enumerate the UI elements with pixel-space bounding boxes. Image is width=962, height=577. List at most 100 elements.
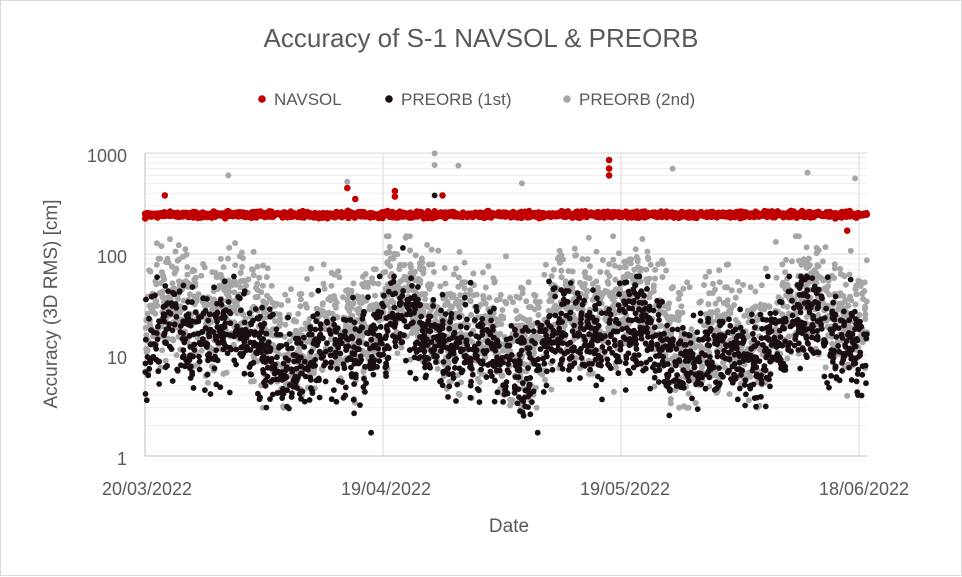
y-tick-1000: 1000 bbox=[87, 146, 127, 166]
preorb-1st-point bbox=[167, 344, 173, 350]
preorb-1st-point bbox=[328, 346, 334, 352]
preorb-1st-point bbox=[754, 395, 760, 401]
preorb-1st-point bbox=[624, 279, 630, 285]
preorb-1st-point bbox=[473, 333, 479, 339]
preorb-1st-point bbox=[836, 325, 842, 331]
preorb-1st-point bbox=[381, 293, 387, 299]
preorb-1st-point bbox=[668, 368, 674, 374]
preorb-2nd-point bbox=[485, 263, 491, 269]
preorb-2nd-point bbox=[713, 301, 719, 307]
preorb-2nd-point bbox=[669, 314, 675, 320]
preorb-1st-point bbox=[740, 329, 746, 335]
preorb-2nd-point bbox=[597, 269, 603, 275]
preorb-1st-point bbox=[216, 333, 222, 339]
preorb-2nd-point bbox=[837, 266, 843, 272]
preorb-1st-point bbox=[170, 290, 176, 296]
preorb-2nd-point bbox=[231, 279, 237, 285]
preorb-1st-point bbox=[474, 308, 480, 314]
preorb-1st-point bbox=[416, 355, 422, 361]
preorb-2nd-point bbox=[303, 321, 309, 327]
preorb-2nd-point bbox=[205, 380, 211, 386]
preorb-1st-point bbox=[391, 274, 397, 280]
preorb-1st-point bbox=[456, 314, 462, 320]
preorb-1st-point bbox=[497, 368, 503, 374]
preorb-1st-point bbox=[766, 330, 772, 336]
preorb-1st-point bbox=[287, 382, 293, 388]
preorb-1st-point bbox=[226, 299, 232, 305]
preorb-2nd-point bbox=[820, 259, 826, 265]
preorb-1st-point bbox=[535, 430, 541, 436]
preorb-1st-point bbox=[420, 345, 426, 351]
preorb-1st-point bbox=[334, 366, 340, 372]
preorb-1st-point bbox=[548, 324, 554, 330]
preorb-2nd-point bbox=[486, 295, 492, 301]
preorb-2nd-point bbox=[404, 233, 410, 239]
preorb-2nd-point bbox=[407, 261, 413, 267]
preorb-2nd-point bbox=[147, 269, 153, 275]
preorb-1st-point bbox=[214, 311, 220, 317]
preorb-1st-point bbox=[251, 360, 257, 366]
preorb-2nd-point bbox=[559, 274, 565, 280]
preorb-1st-point bbox=[844, 338, 850, 344]
preorb-1st-point bbox=[285, 315, 291, 321]
preorb-1st-point bbox=[542, 361, 548, 367]
preorb-1st-point bbox=[181, 347, 187, 353]
preorb-2nd-point bbox=[429, 247, 435, 253]
preorb-1st-point bbox=[417, 302, 423, 308]
preorb-1st-point bbox=[318, 326, 324, 332]
preorb-1st-point bbox=[343, 347, 349, 353]
preorb-1st-point bbox=[726, 350, 732, 356]
preorb-1st-point bbox=[227, 345, 233, 351]
preorb-1st-point bbox=[581, 298, 587, 304]
preorb-1st-point bbox=[642, 300, 648, 306]
preorb-1st-point bbox=[476, 341, 482, 347]
preorb-1st-point bbox=[384, 315, 390, 321]
preorb-1st-point bbox=[205, 318, 211, 324]
preorb-2nd-point bbox=[520, 290, 526, 296]
preorb-1st-point bbox=[397, 295, 403, 301]
preorb-1st-point bbox=[390, 292, 396, 298]
x-tick-19-05-2022: 19/05/2022 bbox=[580, 479, 670, 499]
preorb-1st-point bbox=[630, 300, 636, 306]
preorb-1st-point bbox=[767, 311, 773, 317]
preorb-1st-point bbox=[618, 342, 624, 348]
preorb-1st-point bbox=[362, 364, 368, 370]
preorb-1st-point bbox=[804, 354, 810, 360]
preorb-2nd-point bbox=[462, 260, 468, 266]
preorb-1st-point bbox=[729, 377, 735, 383]
preorb-1st-point bbox=[759, 381, 765, 387]
preorb-2nd-point bbox=[198, 273, 204, 279]
preorb-1st-point bbox=[170, 378, 176, 384]
preorb-1st-point bbox=[413, 376, 419, 382]
preorb-1st-point bbox=[790, 313, 796, 319]
preorb-2nd-point bbox=[143, 346, 149, 352]
preorb-1st-point bbox=[698, 318, 704, 324]
preorb-1st-point bbox=[143, 361, 149, 367]
preorb-2nd-point bbox=[651, 288, 657, 294]
preorb-1st-point bbox=[809, 348, 815, 354]
preorb-1st-point bbox=[627, 291, 633, 297]
preorb-1st-point bbox=[276, 345, 282, 351]
preorb-2nd-point bbox=[646, 294, 652, 300]
preorb-1st-point bbox=[853, 344, 859, 350]
preorb-2nd-point bbox=[494, 297, 500, 303]
preorb-1st-point bbox=[612, 337, 618, 343]
preorb-1st-point bbox=[293, 353, 299, 359]
preorb-1st-point bbox=[647, 304, 653, 310]
preorb-1st-point bbox=[247, 364, 253, 370]
preorb-2nd-point bbox=[646, 276, 652, 282]
preorb-1st-point bbox=[397, 300, 403, 306]
preorb-1st-point bbox=[632, 335, 638, 341]
preorb-1st-point bbox=[350, 295, 356, 301]
preorb-1st-point bbox=[367, 366, 373, 372]
preorb-2nd-point bbox=[366, 307, 372, 313]
preorb-2nd-point bbox=[345, 299, 351, 305]
preorb-2nd-point bbox=[394, 350, 400, 356]
preorb-2nd-point bbox=[746, 397, 752, 403]
preorb-1st-point bbox=[527, 375, 533, 381]
preorb-1st-point bbox=[594, 295, 600, 301]
preorb-1st-point bbox=[190, 284, 196, 290]
preorb-1st-point bbox=[406, 307, 412, 313]
preorb-1st-point bbox=[360, 316, 366, 322]
preorb-1st-point bbox=[638, 332, 644, 338]
